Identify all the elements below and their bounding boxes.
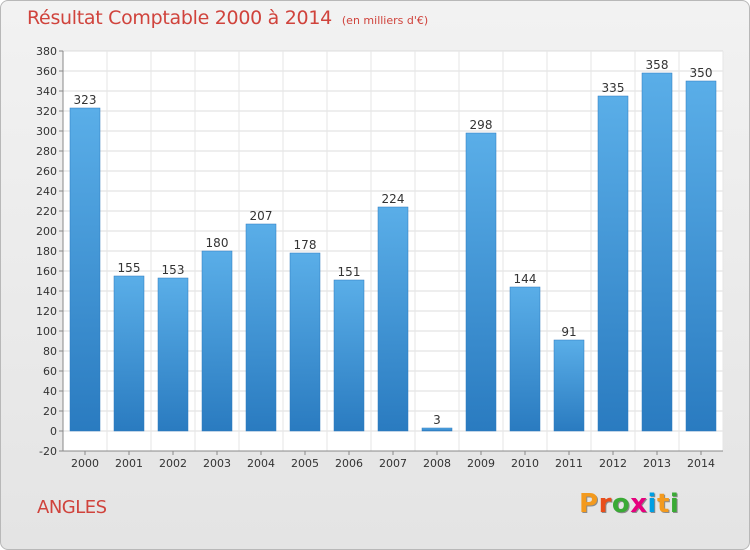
logo-letter: x xyxy=(630,489,648,519)
chart-subtitle: (en milliers d'€) xyxy=(341,14,429,27)
data-labels: 323 155 153 180 207 178 151 224 3 298 144 91 335 358 3… xyxy=(74,58,713,427)
data-label: 144 xyxy=(514,272,537,286)
data-label: 153 xyxy=(162,263,185,277)
logo-letter: i xyxy=(647,489,657,519)
bar-2000 xyxy=(69,107,101,432)
bar-2004 xyxy=(245,223,277,432)
data-label: 224 xyxy=(382,192,405,206)
x-tick-label: 2001 xyxy=(115,457,143,470)
data-label: 350 xyxy=(690,66,713,80)
bar-2014 xyxy=(685,80,717,432)
y-tick-label: 180 xyxy=(36,245,57,258)
data-label: 358 xyxy=(646,58,669,72)
data-label: 207 xyxy=(250,209,273,223)
x-tick-label: 2000 xyxy=(71,457,99,470)
logo-letter: t xyxy=(656,489,670,519)
y-tick-label: 200 xyxy=(36,225,57,238)
bar-2001 xyxy=(113,275,145,432)
y-tick-label: 260 xyxy=(36,165,57,178)
y-tick-label: 120 xyxy=(36,305,57,318)
bar-2007 xyxy=(377,206,409,432)
data-label: 323 xyxy=(74,93,97,107)
y-tick-label: 380 xyxy=(36,45,57,58)
x-tick-label: 2004 xyxy=(247,457,275,470)
x-tick-label: 2009 xyxy=(467,457,495,470)
bars xyxy=(69,72,717,432)
logo-letter: o xyxy=(611,489,631,519)
x-tick-label: 2006 xyxy=(335,457,363,470)
x-tick-label: 2005 xyxy=(291,457,319,470)
data-label: 335 xyxy=(602,81,625,95)
logo-letter: P xyxy=(579,489,599,519)
data-label: 151 xyxy=(338,265,361,279)
data-label: 3 xyxy=(433,413,441,427)
x-tick-label: 2002 xyxy=(159,457,187,470)
x-tick-label: 2010 xyxy=(511,457,539,470)
bar-2005 xyxy=(289,252,321,432)
y-tick-label: 140 xyxy=(36,285,57,298)
bar-2008 xyxy=(421,427,453,432)
bar-2011 xyxy=(553,339,585,432)
y-tick-label: 300 xyxy=(36,125,57,138)
y-tick-label: 60 xyxy=(43,365,57,378)
data-label: 178 xyxy=(294,238,317,252)
y-tick-label: -20 xyxy=(39,445,57,458)
data-label: 298 xyxy=(470,118,493,132)
proxiti-logo[interactable]: Proxiti xyxy=(579,489,679,519)
y-tick-label: 20 xyxy=(43,405,57,418)
logo-letter: i xyxy=(669,489,680,519)
axes: -20 0 20 40 60 80 100 120 140 160 180 200 220 240 260 2… xyxy=(36,45,723,470)
bar-2013 xyxy=(641,72,673,432)
y-tick-label: 240 xyxy=(36,185,57,198)
y-tick-label: 340 xyxy=(36,85,57,98)
bar-2012 xyxy=(597,95,629,432)
data-label: 91 xyxy=(561,325,576,339)
y-tick-label: 160 xyxy=(36,265,57,278)
y-tick-label: 220 xyxy=(36,205,57,218)
bar-2003 xyxy=(201,250,233,432)
x-tick-label: 2003 xyxy=(203,457,231,470)
y-tick-label: 280 xyxy=(36,145,57,158)
logo-letter: r xyxy=(598,489,612,519)
y-tick-label: 320 xyxy=(36,105,57,118)
chart-title-row: Résultat Comptable 2000 à 2014 (en millie… xyxy=(27,7,428,29)
bar-2009 xyxy=(465,132,497,432)
data-label: 155 xyxy=(118,261,141,275)
chart-title: Résultat Comptable 2000 à 2014 xyxy=(27,7,332,29)
data-label: 180 xyxy=(206,236,229,250)
x-tick-label: 2007 xyxy=(379,457,407,470)
bar-2006 xyxy=(333,279,365,432)
y-tick-label: 80 xyxy=(43,345,57,358)
x-tick-label: 2013 xyxy=(643,457,671,470)
y-tick-label: 0 xyxy=(50,425,57,438)
x-tick-label: 2014 xyxy=(687,457,715,470)
x-tick-label: 2008 xyxy=(423,457,451,470)
x-tick-label: 2011 xyxy=(555,457,583,470)
y-tick-label: 360 xyxy=(36,65,57,78)
commune-name: ANGLES xyxy=(37,497,107,518)
y-tick-label: 40 xyxy=(43,385,57,398)
y-tick-label: 100 xyxy=(36,325,57,338)
bar-2002 xyxy=(157,277,189,432)
x-tick-label: 2012 xyxy=(599,457,627,470)
bar-2010 xyxy=(509,286,541,432)
